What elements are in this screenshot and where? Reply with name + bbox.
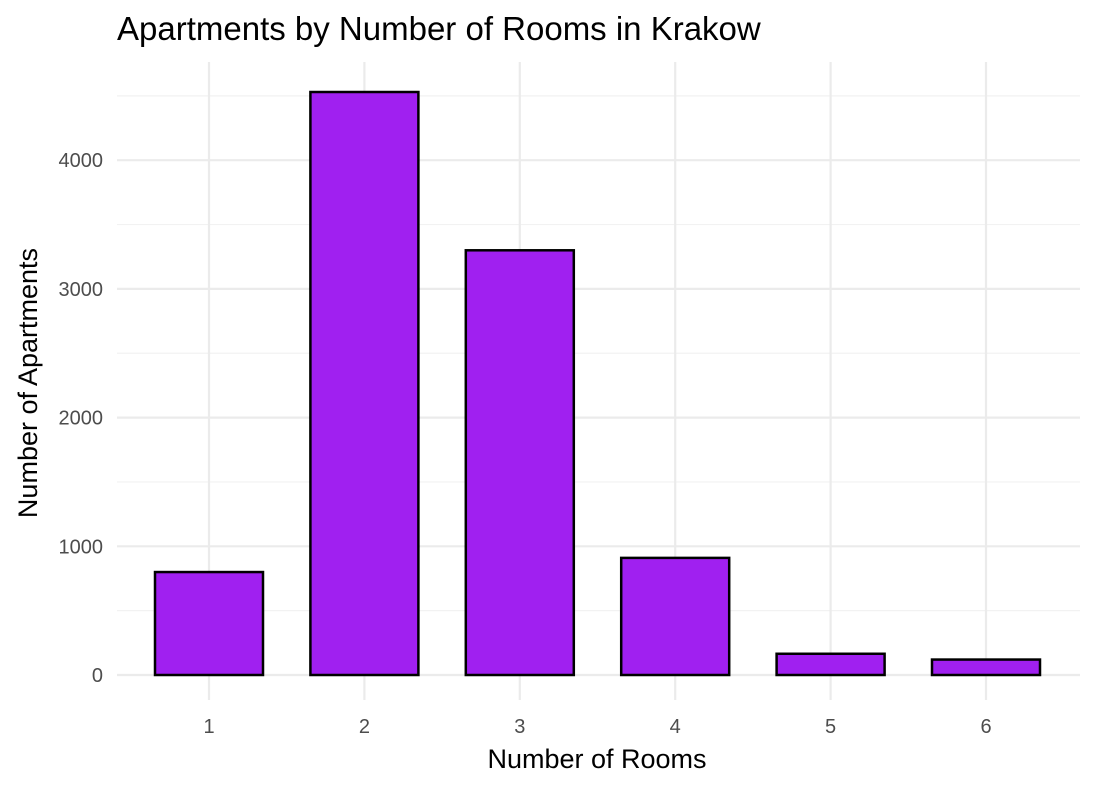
x-tick-label: 4 bbox=[670, 716, 681, 738]
chart-title: Apartments by Number of Rooms in Krakow bbox=[117, 10, 761, 47]
x-tick-label: 1 bbox=[203, 716, 214, 738]
y-axis-ticks: 0 1000 2000 3000 4000 bbox=[59, 150, 104, 687]
x-tick-label: 3 bbox=[514, 716, 525, 738]
y-tick-label: 1000 bbox=[59, 536, 104, 558]
y-tick-label: 3000 bbox=[59, 279, 104, 301]
y-axis-title: Number of Apartments bbox=[13, 248, 43, 518]
y-tick-label: 4000 bbox=[59, 150, 104, 172]
bar-rooms-1 bbox=[153, 570, 265, 677]
bar-rooms-5 bbox=[775, 652, 886, 677]
x-axis-ticks: 1 2 3 4 5 6 bbox=[203, 716, 991, 738]
y-tick-label: 0 bbox=[92, 665, 103, 687]
x-tick-label: 6 bbox=[980, 716, 991, 738]
x-tick-label: 2 bbox=[359, 716, 370, 738]
bar-rooms-3 bbox=[464, 249, 576, 677]
bars bbox=[153, 90, 1042, 677]
x-axis-title: Number of Rooms bbox=[487, 744, 706, 774]
bar-rooms-2 bbox=[309, 90, 420, 677]
x-tick-label: 5 bbox=[825, 716, 836, 738]
bar-rooms-4 bbox=[619, 556, 731, 677]
bar-rooms-6 bbox=[930, 658, 1042, 677]
y-tick-label: 2000 bbox=[59, 408, 104, 430]
